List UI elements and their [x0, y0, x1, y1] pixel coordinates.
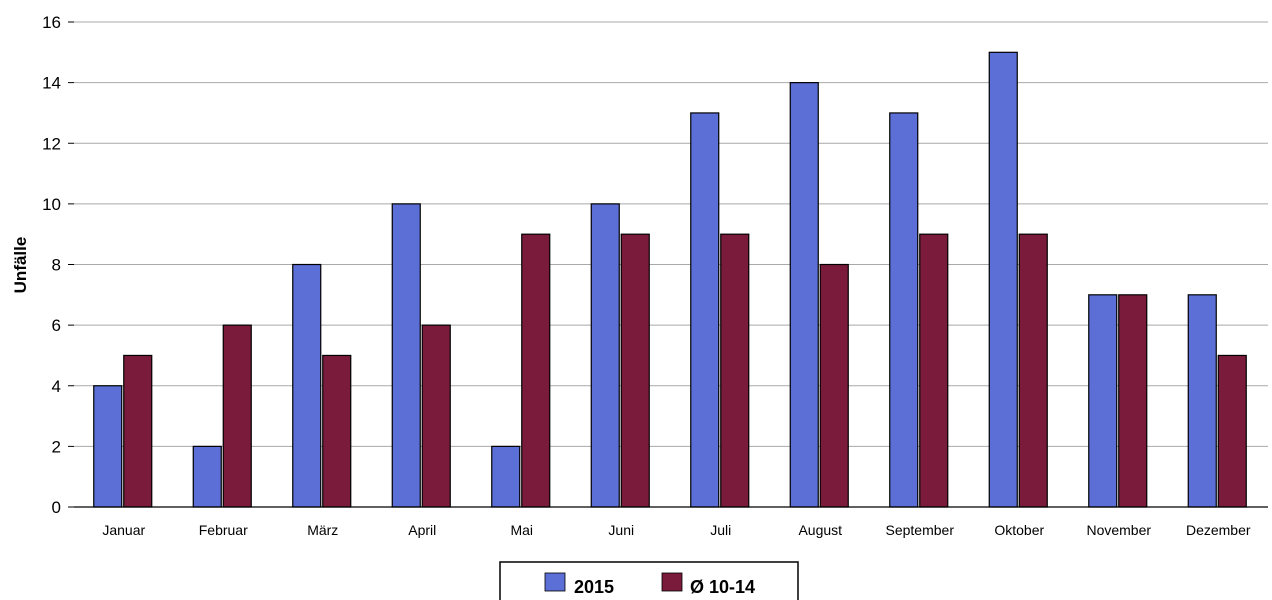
y-tick-label: 14	[42, 74, 61, 93]
bar-2015-juli	[690, 112, 720, 508]
y-tick-label: 0	[52, 498, 61, 517]
x-category-label: November	[1086, 522, 1151, 538]
legend: 2015 Ø 10-14	[499, 561, 799, 600]
y-tick-label: 12	[42, 134, 61, 153]
legend-swatch-avg	[661, 572, 683, 592]
bar-2015-september	[889, 112, 919, 508]
bar-avg-februar	[222, 324, 252, 508]
x-category-label: Mai	[510, 522, 533, 538]
y-tick-label: 6	[52, 316, 61, 335]
bar-2015-februar	[192, 445, 222, 508]
y-tick-label: 16	[42, 13, 61, 32]
x-category-label: Dezember	[1186, 522, 1251, 538]
y-axis-label: Unfälle	[11, 237, 30, 294]
legend-label-2015: 2015	[574, 577, 614, 597]
bar-2015-august	[789, 82, 819, 508]
y-tick-label: 8	[52, 256, 61, 275]
y-axis-ticks: 0 2 4 6 8 10 12 14 16	[42, 13, 74, 517]
x-category-label: März	[307, 522, 338, 538]
bar-avg-juli	[720, 233, 750, 508]
x-category-label: Oktober	[994, 522, 1044, 538]
bar-avg-juni	[620, 233, 650, 508]
bar-2015-januar	[93, 385, 123, 508]
legend-box	[499, 561, 799, 600]
y-tick-label: 2	[52, 437, 61, 456]
x-category-label: Juli	[710, 522, 731, 538]
bar-avg-januar	[123, 354, 153, 508]
y-tick-label: 10	[42, 195, 61, 214]
x-axis-categories: Januar Februar März April Mai Juni Juli August S…	[102, 522, 1251, 538]
x-category-label: August	[798, 522, 842, 538]
bar-avg-august	[819, 263, 849, 508]
x-category-label: Juni	[608, 522, 634, 538]
bar-2015-oktober	[988, 51, 1018, 508]
y-tick-label: 4	[52, 377, 61, 396]
bar-avg-september	[919, 233, 949, 508]
bars	[93, 51, 1247, 508]
bar-2015-dezember	[1187, 294, 1217, 508]
bar-avg-märz	[322, 354, 352, 508]
bar-2015-mai	[491, 445, 521, 508]
bar-2015-november	[1088, 294, 1118, 508]
bar-2015-märz	[292, 263, 322, 508]
bar-avg-dezember	[1217, 354, 1247, 508]
legend-label-avg: Ø 10-14	[690, 577, 755, 597]
bar-avg-april	[421, 324, 451, 508]
bar-2015-april	[391, 203, 421, 508]
gridlines	[74, 21, 1268, 447]
x-category-label: April	[408, 522, 436, 538]
x-category-label: September	[886, 522, 955, 538]
bar-avg-november	[1118, 294, 1148, 508]
bar-2015-juni	[590, 203, 620, 508]
bar-avg-oktober	[1018, 233, 1048, 508]
legend-swatch-2015	[544, 572, 566, 592]
x-category-label: Januar	[102, 522, 145, 538]
bar-avg-mai	[521, 233, 551, 508]
x-category-label: Februar	[199, 522, 248, 538]
